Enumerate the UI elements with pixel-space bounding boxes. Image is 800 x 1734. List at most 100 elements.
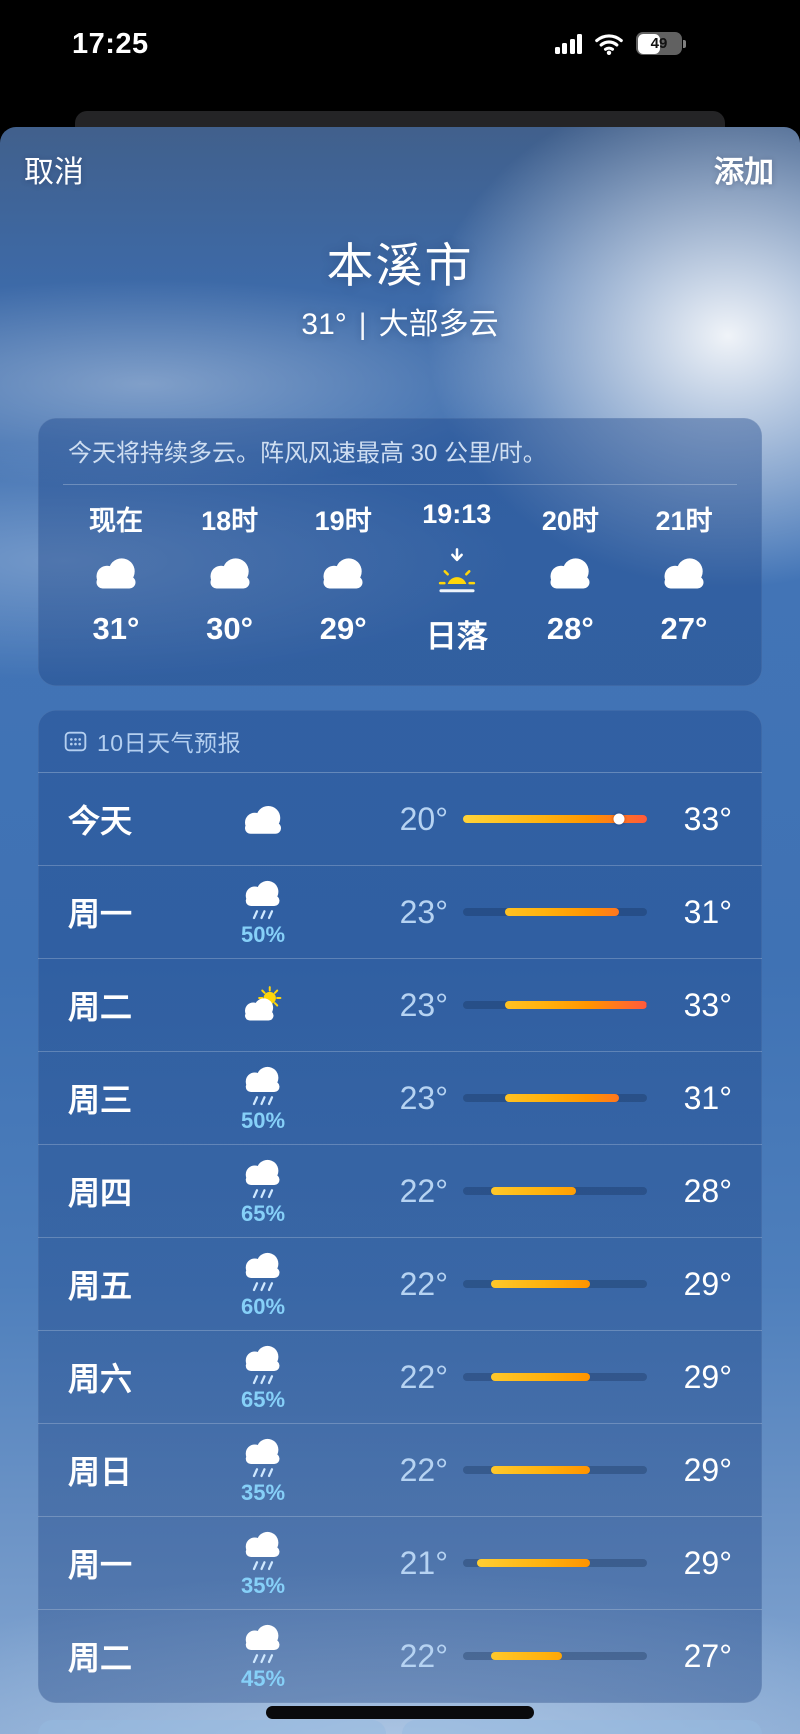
hour-column: 19:13 日落 [405,499,509,656]
low-temp: 22° [399,1172,448,1209]
hour-label: 现在 [89,506,143,537]
hour-label: 18时 [201,506,259,537]
hour-column: 21时 27° [632,499,736,656]
temp-range-track [463,908,647,916]
high-temp: 31° [683,1079,732,1116]
temp-range-track [463,1280,647,1288]
cloud-icon [323,558,363,589]
hour-label: 19时 [314,506,372,537]
hour-value: 30° [206,611,254,647]
cancel-button[interactable]: 取消 [24,156,84,189]
temp-range-track [463,1187,647,1195]
hour-label: 21时 [655,506,713,537]
current-temp-dot [613,813,625,825]
day-label: 周日 [68,1454,133,1490]
rain-cloud-icon [245,1531,280,1570]
rain-cloud-icon [245,1066,280,1105]
day-row[interactable]: 今天 [38,773,762,865]
add-city-sheet: 取消 添加 本溪市 31° | 大部多云 今天将持续多云。阵风风速最高 30 公里/… [0,127,800,1734]
day-label: 周二 [68,1640,133,1676]
low-temp: 22° [399,1358,448,1395]
rain-cloud-icon [245,1252,280,1291]
day-row[interactable]: 周六 [38,1330,762,1423]
hour-value: 31° [92,611,140,647]
low-temp: 21° [399,1544,448,1581]
precip-chance: 45% [240,1666,286,1691]
hour-column: 20时 28° [518,499,622,656]
home-indicator[interactable] [266,1706,534,1719]
precip-chance: 60% [240,1294,286,1319]
precip-chance: 50% [240,922,286,947]
hour-value: 29° [319,611,367,647]
day-label: 周四 [68,1175,133,1211]
hour-column: 现在 31° [64,499,168,656]
high-temp: 29° [683,1451,732,1488]
day-label: 周一 [68,1547,133,1583]
sunset-icon [438,548,475,593]
temp-range-bar [463,815,647,823]
high-temp: 31° [683,893,732,930]
low-temp: 20° [399,800,448,837]
temp-range-bar [477,1559,591,1567]
forecast-title: 10日天气预报 [97,730,242,756]
day-row[interactable]: 周日 [38,1423,762,1516]
rain-cloud-icon [245,1345,280,1384]
ten-day-forecast-card: 10日天气预报 今天 [38,710,762,1703]
temp-range-bar [491,1187,577,1195]
rain-cloud-icon [245,1438,280,1477]
temp-range-track [463,1094,647,1102]
hour-label: 19:13 [422,499,492,530]
temp-range-bar [505,1001,647,1009]
low-temp: 23° [399,1079,448,1116]
hour-label: 20时 [541,506,599,537]
clock: 17:25 [72,28,149,60]
temp-range-bar [505,1094,619,1102]
precip-chance: 50% [240,1108,286,1133]
battery-percent: 49 [650,35,668,52]
air-quality-card-peek [38,1720,386,1734]
hourly-strip[interactable]: 现在 31° 18时 [38,485,762,656]
city-name: 本溪市 [326,239,474,292]
hourly-forecast-card: 今天将持续多云。阵风风速最高 30 公里/时。 现在 31° 18时 [38,418,762,686]
day-row[interactable]: 周三 [38,1051,762,1144]
temp-range-track [463,1559,647,1567]
cloud-icon [96,558,136,589]
temp-range-track [463,1466,647,1474]
cloud-icon [210,558,250,589]
day-row[interactable]: 周一 [38,1516,762,1609]
rain-cloud-icon [245,1624,280,1663]
forecast-header: 10日天气预报 [38,710,762,772]
day-row[interactable]: 周四 [38,1144,762,1237]
status-bar: 17:25 49 [0,0,800,110]
add-button[interactable]: 添加 [714,156,774,189]
precip-chance: 65% [240,1201,286,1226]
temp-range-bar [491,1466,591,1474]
high-temp: 27° [683,1637,732,1674]
current-temp: 31° [301,308,347,341]
battery-cap [683,39,686,48]
partly-sunny-icon [245,986,282,1021]
day-label: 周六 [68,1361,133,1397]
day-row[interactable]: 周二 [38,958,762,1051]
high-temp: 29° [683,1544,732,1581]
temp-range-track [463,1001,647,1009]
hour-column: 19时 29° [291,499,395,656]
battery-icon: 49 [636,32,686,55]
high-temp: 28° [683,1172,732,1209]
low-temp: 22° [399,1265,448,1302]
cellular-signal-icon [554,33,582,54]
day-row[interactable]: 周五 [38,1237,762,1330]
temp-range-track [463,1652,647,1660]
day-row[interactable]: 周二 [38,1609,762,1702]
high-temp: 29° [683,1265,732,1302]
temp-range-bar [491,1373,591,1381]
day-label: 今天 [68,803,133,839]
low-temp: 22° [399,1451,448,1488]
day-row[interactable]: 周一 [38,865,762,958]
separator: | [358,308,367,341]
hour-value: 27° [660,611,708,647]
feels-like-card-peek [402,1720,762,1734]
condition-text: 大部多云 [378,308,499,341]
low-temp: 23° [399,986,448,1023]
temp-range-bar [491,1280,591,1288]
